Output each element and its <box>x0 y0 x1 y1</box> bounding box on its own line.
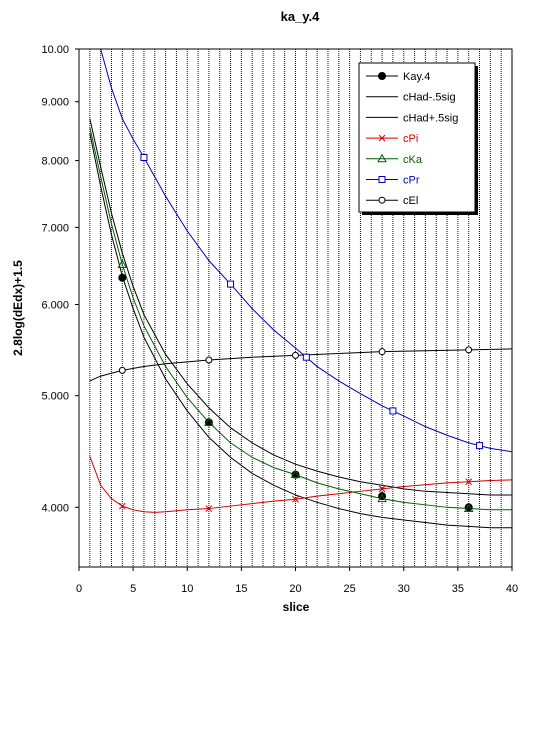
series-line-chad-5sig <box>89 133 512 529</box>
data-point-cpr <box>389 407 397 415</box>
y-tick-label: 5.000 <box>41 391 69 403</box>
data-point-cka <box>204 417 214 426</box>
y-tick-label: 7.000 <box>41 222 69 234</box>
legend-label-cpr: cPr <box>403 175 420 187</box>
x-tick-label: 15 <box>235 583 247 595</box>
y-axis-ticks: 10.00 9.000 8.000 7.000 6.000 5.000 4.000 <box>41 44 79 514</box>
y-axis-label: 2.8log(dEdx)+1.5 <box>11 260 25 356</box>
x-tick-label: 25 <box>344 583 356 595</box>
y-tick-label: 6.000 <box>41 300 69 312</box>
x-tick-label: 35 <box>452 583 464 595</box>
legend-label-chad-5sig: cHad+.5sig <box>403 112 458 124</box>
y-tick-label: 10.00 <box>41 44 69 56</box>
legend-box <box>358 62 476 213</box>
data-point-cpi <box>465 478 473 486</box>
legend-label-kay-4: Kay.4 <box>403 71 430 83</box>
legend: Kay.4 cHad-.5sig cHad+.5sig cPi cKa cPr cEl <box>358 62 478 215</box>
legend-marker-cka <box>377 153 387 163</box>
data-point-cpr <box>476 442 484 450</box>
legend-label-cpi: cPi <box>403 133 418 145</box>
legend-marker-cel <box>378 196 386 204</box>
series-line-cka <box>89 127 512 511</box>
legend-marker-cpi <box>378 134 386 142</box>
series-curves <box>89 49 512 529</box>
data-point-cel <box>378 348 386 356</box>
y-tick-label: 4.000 <box>41 502 69 514</box>
data-point-cel <box>292 351 299 359</box>
x-tick-label: 0 <box>76 583 82 595</box>
legend-label-chad-5sig: cHad-.5sig <box>403 92 456 104</box>
x-tick-label: 5 <box>130 583 136 595</box>
x-tick-label: 10 <box>181 583 193 595</box>
data-point-cel <box>465 346 473 354</box>
data-point-cpi <box>205 505 213 512</box>
data-point-cpr <box>227 280 235 288</box>
legend-label-cel: cEl <box>403 195 418 207</box>
series-markers <box>117 153 484 513</box>
legend-marker-kay-4 <box>378 72 386 80</box>
x-tick-label: 20 <box>289 583 301 595</box>
data-point-cel <box>205 356 213 364</box>
series-line-cpr <box>100 49 512 453</box>
chart-title: ka_y.4 <box>281 9 321 24</box>
y-tick-label: 8.000 <box>41 156 69 168</box>
data-point-cka <box>463 503 474 513</box>
x-tick-label: 30 <box>398 583 410 595</box>
data-point-kay-4 <box>118 273 127 282</box>
data-point-cka <box>290 469 301 479</box>
x-tick-label: 40 <box>506 583 518 595</box>
legend-marker-cpr <box>378 176 386 183</box>
series-line-cel <box>89 348 512 382</box>
y-tick-label: 9.000 <box>41 97 69 109</box>
data-point-cka <box>117 259 128 268</box>
x-axis-ticks: 0 5 10 15 20 25 30 35 40 <box>76 567 518 595</box>
data-point-cka <box>377 493 387 503</box>
data-point-cel <box>118 366 126 374</box>
x-axis-label: slice <box>283 600 310 614</box>
series-line-cpi <box>89 456 512 513</box>
legend-label-cka: cKa <box>403 154 423 166</box>
data-point-cpi <box>118 502 126 510</box>
series-line-chad-5sig <box>89 118 512 496</box>
data-point-cpi <box>292 495 299 503</box>
data-point-cpr <box>140 153 148 161</box>
data-point-cpi <box>378 485 386 493</box>
data-point-cpr <box>302 353 310 361</box>
